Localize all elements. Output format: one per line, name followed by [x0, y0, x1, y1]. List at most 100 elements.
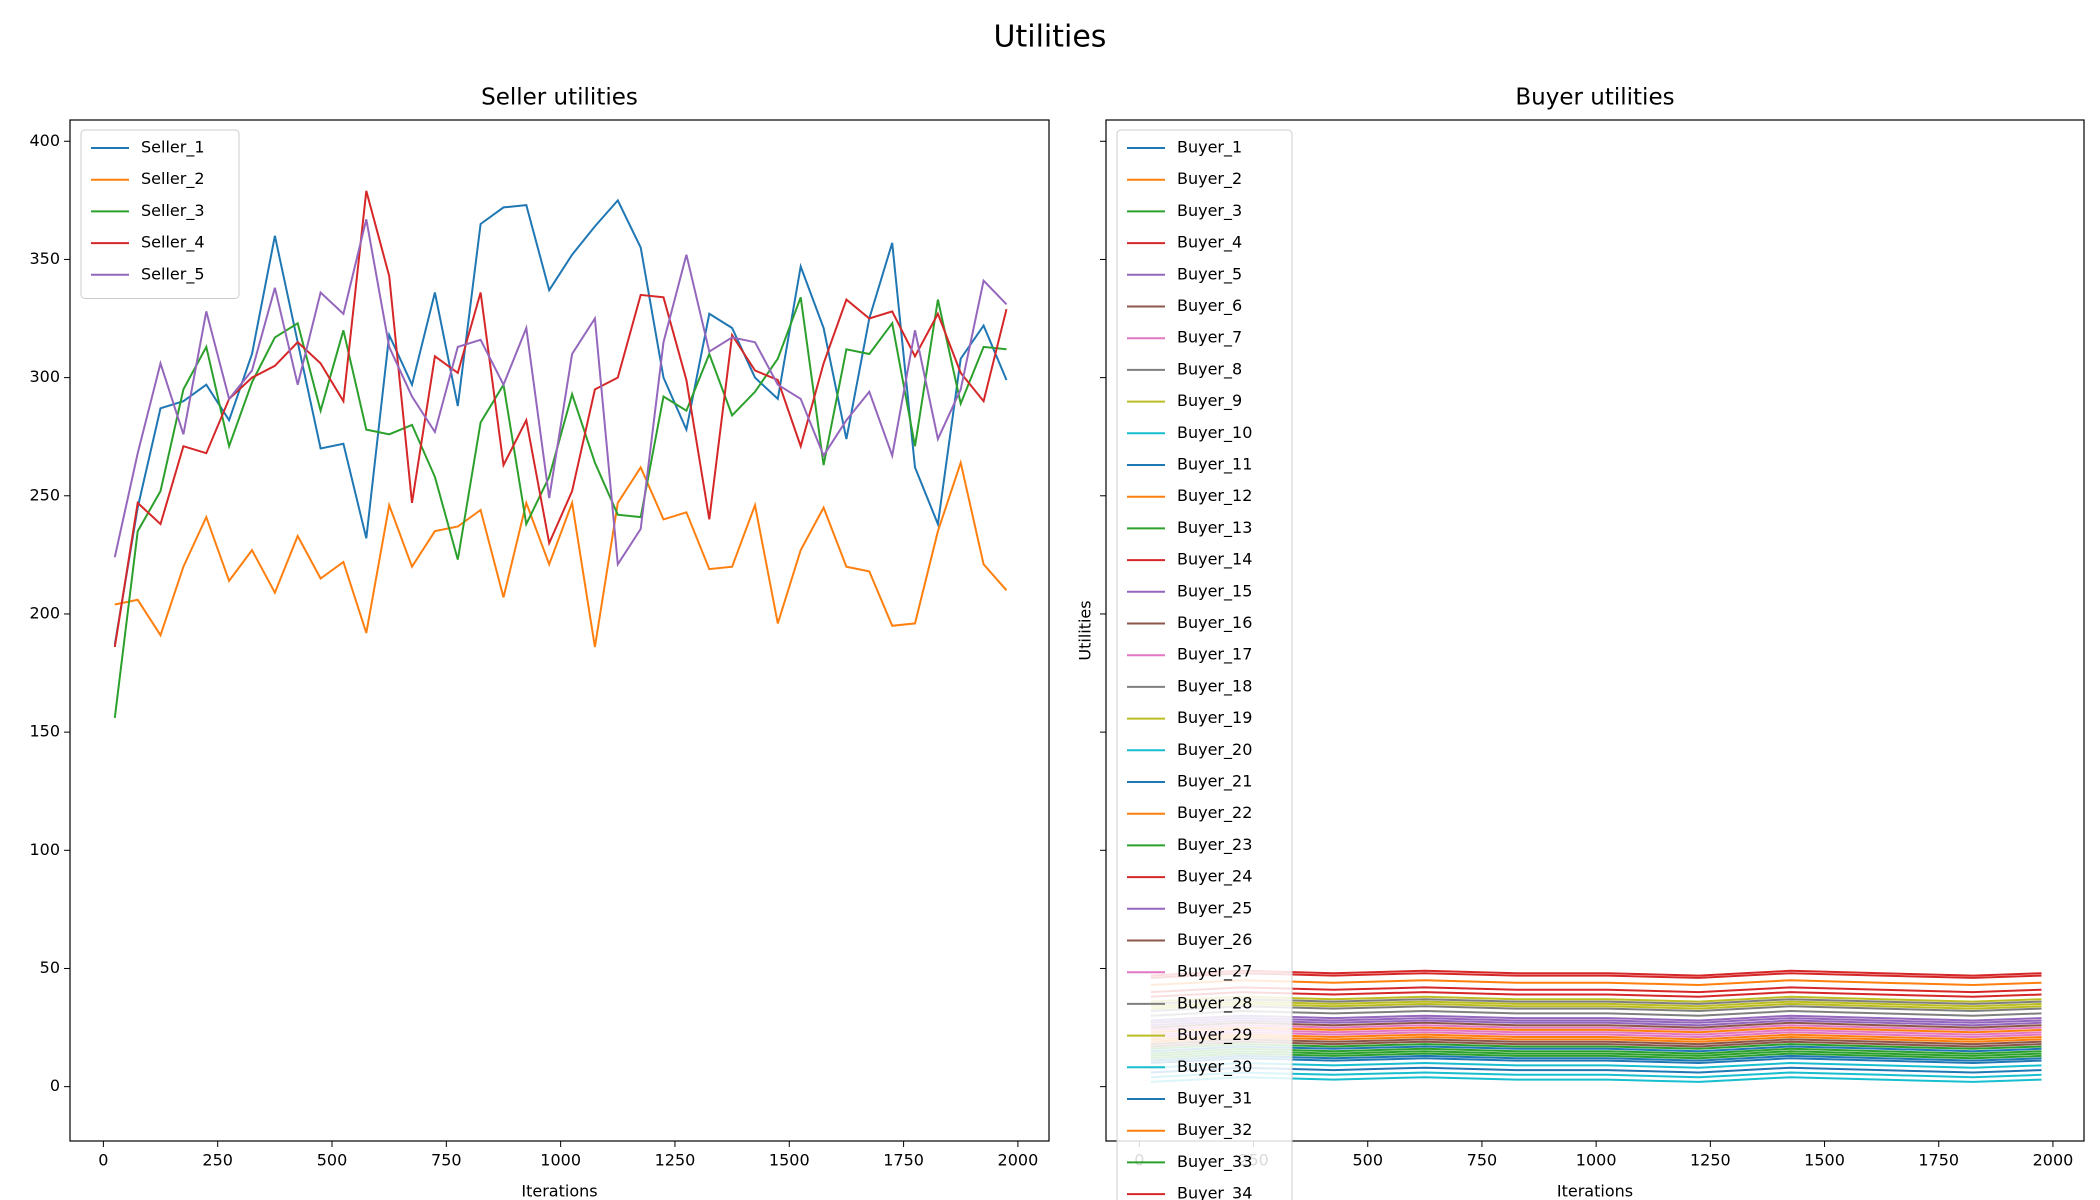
x-tick-label: 0 — [98, 1151, 108, 1170]
legend-label: Buyer_1 — [1177, 138, 1242, 158]
data-line — [1150, 1061, 2042, 1069]
legend-label: Buyer_5 — [1177, 264, 1242, 284]
subplot-title: Buyer utilities — [1515, 85, 1674, 111]
x-tick-label: 1500 — [1804, 1151, 1845, 1170]
legend-label: Buyer_18 — [1177, 676, 1252, 696]
legend-label: Buyer_4 — [1177, 233, 1242, 253]
legend-label: Buyer_27 — [1177, 962, 1252, 982]
legend-label: Buyer_3 — [1177, 201, 1242, 221]
y-tick-label: 50 — [40, 958, 60, 977]
data-line — [1150, 1071, 2042, 1079]
y-tick-label: 0 — [50, 1076, 60, 1095]
legend-label: Buyer_21 — [1177, 772, 1252, 792]
legend-label: Buyer_15 — [1177, 581, 1252, 601]
data-line — [1150, 1047, 2042, 1055]
x-tick-label: 750 — [1467, 1151, 1498, 1170]
data-line — [1150, 1076, 2042, 1083]
legend-label: Seller_4 — [141, 233, 205, 253]
x-tick-label: 1000 — [540, 1151, 581, 1170]
legend-label: Buyer_19 — [1177, 708, 1252, 728]
legend-label: Seller_2 — [141, 169, 205, 189]
x-tick-label: 1250 — [655, 1151, 696, 1170]
x-axis-label: Iterations — [521, 1182, 597, 1200]
data-line — [1150, 1057, 2042, 1065]
y-tick-label: 400 — [29, 131, 60, 150]
data-line — [1150, 1035, 2042, 1043]
data-line — [1150, 1019, 2042, 1027]
figure-title: Utilities — [994, 20, 1107, 55]
legend-label: Seller_5 — [141, 264, 205, 284]
legend-label: Buyer_28 — [1177, 993, 1252, 1013]
plot-frame — [1105, 119, 2085, 1142]
data-line — [113, 219, 1008, 568]
legend-label: Buyer_34 — [1177, 1184, 1252, 1200]
x-tick-label: 250 — [202, 1151, 233, 1170]
legend-label: Buyer_30 — [1177, 1057, 1252, 1077]
x-tick-label: 750 — [431, 1151, 462, 1170]
legend-label: Buyer_6 — [1177, 296, 1242, 316]
data-line — [1150, 1050, 2042, 1057]
x-tick-label: 1250 — [1690, 1151, 1731, 1170]
legend-label: Buyer_14 — [1177, 550, 1252, 570]
data-line — [1150, 969, 2042, 977]
data-line — [1150, 1054, 2042, 1062]
legend-label: Buyer_13 — [1177, 518, 1252, 538]
legend-label: Buyer_11 — [1177, 455, 1252, 475]
legend-label: Buyer_26 — [1177, 930, 1252, 950]
y-tick-label: 150 — [29, 722, 60, 741]
data-line — [1150, 1005, 2042, 1013]
y-tick-label: 200 — [29, 603, 60, 622]
legend-label: Buyer_2 — [1177, 169, 1242, 189]
data-line — [1150, 1026, 2042, 1034]
y-axis-label: Utilities — [0, 600, 1, 660]
legend-label: Buyer_32 — [1177, 1120, 1252, 1140]
legend-label: Buyer_20 — [1177, 740, 1252, 760]
legend-label: Buyer_8 — [1177, 359, 1242, 379]
x-tick-label: 500 — [1352, 1151, 1383, 1170]
x-tick-label: 500 — [317, 1151, 348, 1170]
data-line — [1150, 1045, 2042, 1053]
legend-label: Buyer_31 — [1177, 1089, 1252, 1109]
y-tick-label: 350 — [29, 249, 60, 268]
x-tick-label: 1750 — [883, 1151, 924, 1170]
data-line — [1150, 1040, 2042, 1048]
data-line — [1150, 972, 2042, 979]
legend-label: Buyer_17 — [1177, 645, 1252, 665]
x-tick-label: 1750 — [1918, 1151, 1959, 1170]
data-line — [1150, 1028, 2042, 1036]
y-tick-label: 100 — [29, 840, 60, 859]
x-axis-label: Iterations — [1557, 1182, 1633, 1200]
data-line — [1150, 998, 2042, 1005]
subplot-title: Seller utilities — [481, 85, 638, 111]
legend-label: Buyer_16 — [1177, 613, 1252, 633]
legend-label: Buyer_9 — [1177, 391, 1242, 411]
data-line — [1150, 991, 2042, 998]
data-line — [1150, 1009, 2042, 1017]
data-line — [1150, 1017, 2042, 1024]
data-line — [1150, 986, 2042, 994]
plot-lines — [1150, 969, 2042, 1083]
x-tick-label: 2000 — [998, 1151, 1039, 1170]
legend-label: Buyer_12 — [1177, 486, 1252, 506]
legend-label: Seller_3 — [141, 201, 205, 221]
data-line — [114, 458, 1008, 648]
legend-label: Buyer_25 — [1177, 898, 1252, 918]
data-line — [1150, 1038, 2042, 1046]
legend-box — [1116, 129, 1293, 1200]
x-tick-label: 1000 — [1576, 1151, 1617, 1170]
data-line — [1150, 1052, 2042, 1060]
data-line — [1150, 1024, 2042, 1031]
legend-label: Buyer_33 — [1177, 1152, 1252, 1172]
data-line — [1150, 1021, 2042, 1029]
data-line — [113, 190, 1008, 648]
data-line — [1150, 1002, 2042, 1010]
legend-label: Buyer_22 — [1177, 803, 1252, 823]
data-line — [1150, 995, 2042, 1003]
data-line — [113, 296, 1007, 719]
y-tick-label: 300 — [29, 367, 60, 386]
legend-label: Buyer_23 — [1177, 835, 1252, 855]
x-tick-label: 1500 — [769, 1151, 810, 1170]
plot-frame — [69, 119, 1050, 1142]
plot-lines — [113, 190, 1008, 719]
